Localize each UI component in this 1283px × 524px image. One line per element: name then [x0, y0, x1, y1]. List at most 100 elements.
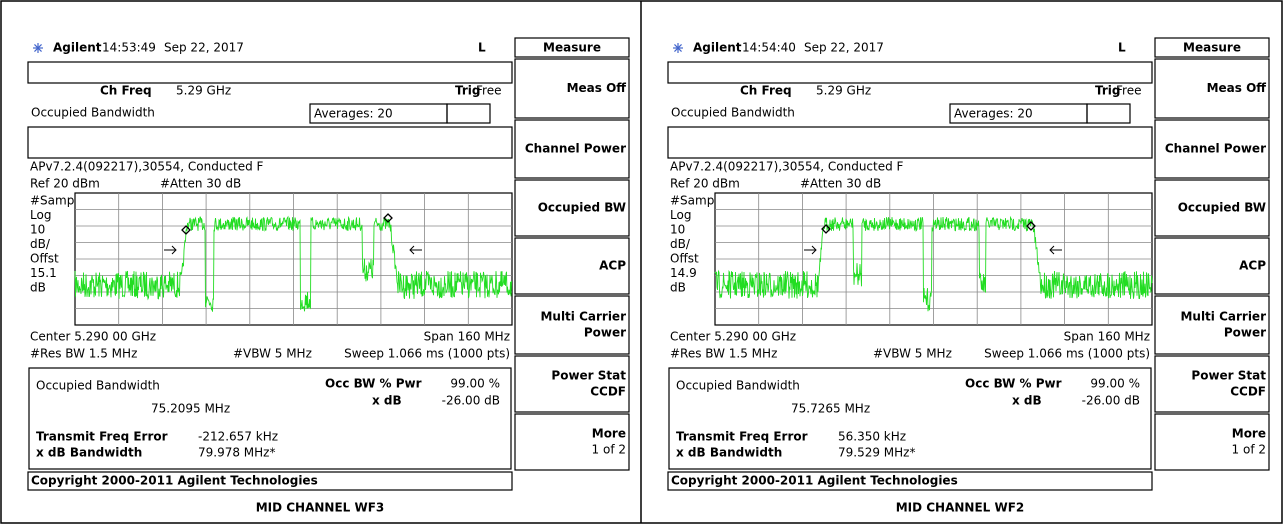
trig: Free	[476, 84, 501, 98]
occ-value: 99.00 %	[450, 377, 500, 391]
brand: Agilent	[693, 41, 742, 55]
occ-label: Occ BW % Pwr	[965, 377, 1062, 391]
xdb-value: -26.00 dB	[442, 394, 500, 408]
copyright: Copyright 2000-2011 Agilent Technologies	[31, 474, 318, 488]
date: Sep 22, 2017	[164, 41, 244, 55]
xdbbw-value: 79.529 MHz*	[838, 446, 915, 460]
softkey-label: Power	[584, 326, 626, 340]
message-box	[28, 127, 512, 158]
mode: L	[1118, 41, 1126, 55]
left-label: Offst	[30, 252, 59, 266]
result-value: 75.7265 MHz	[791, 402, 870, 416]
ref: Ref 20 dBm	[670, 177, 740, 191]
ref: Ref 20 dBm	[30, 177, 100, 191]
result-title: Occupied Bandwidth	[36, 379, 160, 393]
ch-freq: 5.29 GHz	[176, 84, 231, 98]
left-label: dB/	[670, 237, 691, 251]
softkey-label: Occupied BW	[1178, 201, 1266, 215]
occ-value: 99.00 %	[1090, 377, 1140, 391]
tfe-label: Transmit Freq Error	[36, 430, 168, 444]
softkey-label: Channel Power	[1165, 142, 1266, 156]
center: Center 5.290 00 GHz	[30, 330, 156, 344]
left-label: Offst	[670, 252, 699, 266]
result-value: 75.2095 MHz	[151, 402, 230, 416]
res-bw: #Res BW 1.5 MHz	[670, 347, 777, 361]
info: APv7.2.4(092217),30554, Conducted F	[30, 160, 264, 174]
copyright: Copyright 2000-2011 Agilent Technologies	[671, 474, 958, 488]
time: 14:53:49	[102, 41, 156, 55]
arrow-right	[804, 246, 816, 254]
mode: L	[478, 41, 486, 55]
softkey-label: 1 of 2	[592, 443, 626, 457]
vbw: #VBW 5 MHz	[233, 347, 312, 361]
left-label: dB/	[30, 237, 51, 251]
time: 14:54:40	[742, 41, 796, 55]
date: Sep 22, 2017	[804, 41, 884, 55]
softkey-label: Occupied BW	[538, 201, 626, 215]
left-label: 10	[30, 223, 45, 237]
xdb-value: -26.00 dB	[1082, 394, 1140, 408]
tfe-value: -212.657 kHz	[198, 430, 278, 444]
averages-small-box	[1087, 104, 1130, 123]
tfe-label: Transmit Freq Error	[676, 430, 808, 444]
ch-freq-label: Ch Freq	[740, 84, 792, 98]
res-bw: #Res BW 1.5 MHz	[30, 347, 137, 361]
status-box	[668, 62, 1152, 83]
span: Span 160 MHz	[424, 330, 510, 344]
softkey-label: Multi Carrier	[1180, 310, 1266, 324]
caption: MID CHANNEL WF3	[256, 501, 385, 515]
softkey-label: Channel Power	[525, 142, 626, 156]
softkey-label: ACP	[599, 259, 626, 273]
vbw: #VBW 5 MHz	[873, 347, 952, 361]
atten: #Atten 30 dB	[160, 177, 241, 191]
softkey-label: More	[1232, 427, 1266, 441]
measurement: Occupied Bandwidth	[671, 106, 795, 120]
message-box	[668, 127, 1152, 158]
brand: Agilent	[53, 41, 102, 55]
left-label: 15.1	[30, 266, 57, 280]
sun-icon	[33, 43, 43, 53]
softkey-label: Multi Carrier	[540, 310, 626, 324]
atten: #Atten 30 dB	[800, 177, 881, 191]
softkey-label: Power Stat	[1191, 369, 1266, 383]
xdbbw-value: 79.978 MHz*	[198, 446, 275, 460]
left-label: Log	[30, 208, 51, 222]
softkey-label: CCDF	[590, 385, 626, 399]
arrow-left	[1050, 246, 1062, 254]
softkey-label: Power Stat	[551, 369, 626, 383]
occ-label: Occ BW % Pwr	[325, 377, 422, 391]
center: Center 5.290 00 GHz	[670, 330, 796, 344]
softkey-label: 1 of 2	[1232, 443, 1266, 457]
arrow-left	[410, 246, 422, 254]
left-label: 14.9	[670, 266, 697, 280]
left-label: dB	[670, 281, 686, 295]
ch-freq-label: Ch Freq	[100, 84, 152, 98]
ch-freq: 5.29 GHz	[816, 84, 871, 98]
averages: Averages: 20	[314, 107, 393, 121]
menu-title: Measure	[543, 41, 601, 55]
left-label: 10	[670, 223, 685, 237]
softkey-label: More	[592, 427, 626, 441]
status-box	[28, 62, 512, 83]
xdbbw-label: x dB Bandwidth	[676, 446, 782, 460]
trig: Free	[1116, 84, 1141, 98]
sun-icon	[673, 43, 683, 53]
arrow-right	[164, 246, 176, 254]
sweep: Sweep 1.066 ms (1000 pts)	[984, 347, 1150, 361]
span: Span 160 MHz	[1064, 330, 1150, 344]
softkey-label: Meas Off	[1207, 81, 1267, 95]
sweep: Sweep 1.066 ms (1000 pts)	[344, 347, 510, 361]
left-label: dB	[30, 281, 46, 295]
caption: MID CHANNEL WF2	[896, 501, 1025, 515]
screenshot: Agilent14:53:49Sep 22, 2017LCh Freq5.29 …	[0, 0, 1283, 524]
left-label: #Samp	[30, 194, 74, 208]
averages-small-box	[447, 104, 490, 123]
left-label: #Samp	[670, 194, 714, 208]
measurement: Occupied Bandwidth	[31, 106, 155, 120]
softkey-label: Meas Off	[567, 81, 627, 95]
left-label: Log	[670, 208, 691, 222]
softkey-label: CCDF	[1230, 385, 1266, 399]
tfe-value: 56.350 kHz	[838, 430, 906, 444]
